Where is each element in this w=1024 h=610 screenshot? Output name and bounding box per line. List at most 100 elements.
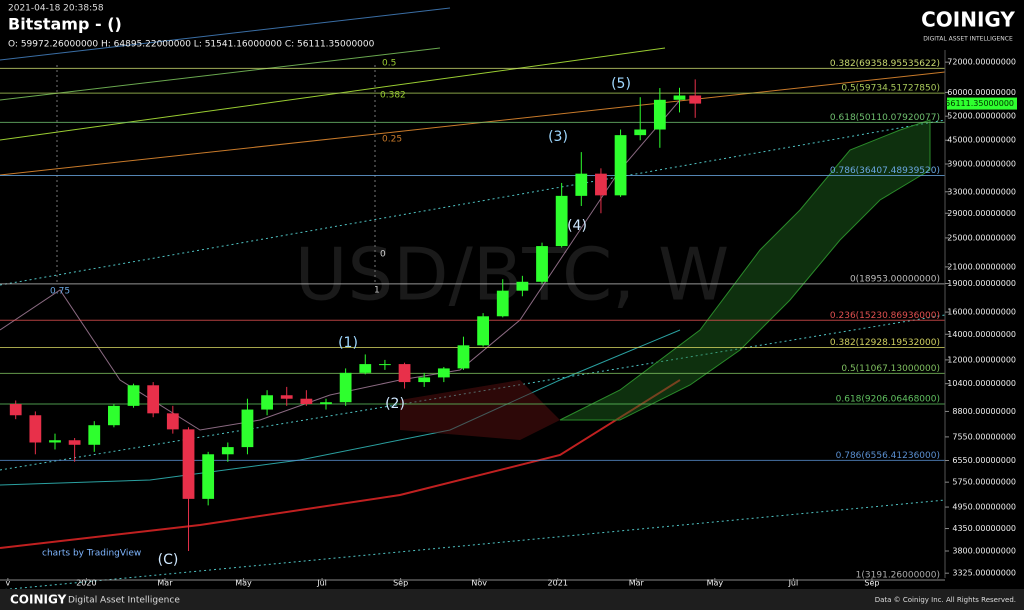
candle-body bbox=[49, 440, 61, 443]
y-tick-label: 5750.00000000 bbox=[952, 478, 1016, 487]
candle-body bbox=[634, 129, 647, 136]
y-tick-label: 21000.00000000 bbox=[947, 262, 1016, 271]
candle-body bbox=[108, 405, 120, 426]
footer bbox=[0, 589, 1024, 610]
trend-line bbox=[0, 47, 441, 101]
x-tick-label: 2020 bbox=[76, 579, 96, 588]
candle-body bbox=[418, 377, 431, 383]
trend-line bbox=[0, 71, 946, 176]
candle-body bbox=[261, 395, 273, 410]
x-tick-label: Nov bbox=[471, 579, 487, 588]
x-tick-label: Jul bbox=[316, 579, 327, 588]
y-tick-label: 6550.00000000 bbox=[952, 456, 1016, 465]
y-tick-label: 33000.00000000 bbox=[947, 187, 1016, 196]
x-tick-label: Jul bbox=[788, 579, 799, 588]
footer-credit: Data © Coinigy Inc. All Rights Reserved. bbox=[875, 596, 1016, 604]
wave-label: (C) bbox=[158, 552, 179, 568]
pitchfork-label: 0.5 bbox=[382, 59, 396, 69]
fib-label: 0.5(11067.13000000) bbox=[841, 364, 940, 374]
candle-body bbox=[182, 429, 195, 499]
cloud bbox=[559, 119, 931, 421]
tradingview-link[interactable]: charts by TradingView bbox=[42, 549, 141, 559]
fib-label: 0.618(50110.07920077) bbox=[830, 113, 940, 123]
trend-line bbox=[0, 47, 666, 141]
y-tick-label: 4350.00000000 bbox=[952, 524, 1016, 533]
candle-body bbox=[68, 440, 81, 445]
drawing-tools bbox=[0, 7, 946, 591]
footer-tagline: Digital Asset Intelligence bbox=[68, 596, 180, 606]
wave-label: (1) bbox=[338, 335, 358, 351]
candle-body bbox=[339, 372, 352, 403]
candle-body bbox=[398, 364, 411, 383]
pitchfork-label: 1 bbox=[374, 286, 380, 296]
candle-body bbox=[280, 395, 293, 399]
indicator-line bbox=[0, 329, 681, 486]
candle-body bbox=[689, 95, 702, 104]
y-tick-label: 10400.00000000 bbox=[947, 379, 1016, 388]
y-tick-label: 52000.00000000 bbox=[947, 112, 1016, 121]
timestamp: 2021-04-18 20:38:58 bbox=[8, 4, 104, 14]
trend-line bbox=[0, 7, 451, 61]
candle-body bbox=[29, 415, 42, 443]
current-price-label: 56111.35000000 bbox=[945, 99, 1014, 108]
y-tick-label: 16000.00000000 bbox=[947, 308, 1016, 317]
x-tick-label: May bbox=[707, 579, 724, 588]
candle-body bbox=[536, 246, 548, 282]
wave-label: (3) bbox=[548, 129, 568, 145]
x-tick-label: v bbox=[5, 579, 10, 588]
price-axis bbox=[945, 50, 1024, 578]
y-tick-label: 29000.00000000 bbox=[947, 209, 1016, 218]
y-tick-label: 7550.00000000 bbox=[952, 432, 1016, 441]
indicator-line bbox=[0, 99, 681, 431]
fib-label: 0.382(12928.19532000) bbox=[830, 338, 940, 348]
candle-body bbox=[127, 385, 140, 406]
axes: 72000.00000000 60000.00000000 52000.000000… bbox=[5, 58, 1017, 588]
candle-body bbox=[202, 454, 215, 499]
y-tick-label: 3800.00000000 bbox=[952, 546, 1016, 555]
logo: COINIGY bbox=[921, 8, 1015, 32]
fib-layer: 0.382(69358.95535622) 0.5(59734.51727850)… bbox=[0, 59, 945, 581]
candle-body bbox=[477, 316, 489, 346]
fib-label: 0.5(59734.51727850) bbox=[841, 84, 940, 94]
y-tick-label: 4950.00000000 bbox=[952, 503, 1016, 512]
candles bbox=[9, 79, 702, 551]
pitchfork-label: 0.382 bbox=[380, 91, 406, 101]
cloud bbox=[400, 380, 560, 440]
fib-label: 0.786(36407.48939520) bbox=[830, 166, 940, 176]
candle-body bbox=[88, 425, 101, 445]
footer-brand: COINIGY bbox=[10, 593, 67, 607]
fib-label: 0.786(6556.41236000) bbox=[836, 451, 940, 461]
candle-body bbox=[320, 402, 332, 405]
chart-title: Bitstamp - () bbox=[8, 15, 122, 34]
candle-body bbox=[221, 447, 234, 455]
candle-body bbox=[166, 413, 179, 430]
candle-body bbox=[241, 409, 254, 448]
candle-body bbox=[653, 99, 666, 130]
y-tick-label: 45000.00000000 bbox=[947, 136, 1016, 145]
candle-body bbox=[147, 385, 160, 414]
candle-body bbox=[300, 398, 313, 405]
fib-label: 1(3191.26000000) bbox=[856, 571, 940, 581]
ohlc-readout: O: 59972.26000000 H: 64895.22000000 L: 5… bbox=[8, 40, 375, 50]
pitchfork-label: 0.25 bbox=[382, 135, 402, 145]
wave-label: (5) bbox=[611, 76, 631, 92]
fib-label: 0.236(15230.86936000) bbox=[830, 311, 940, 321]
x-tick-label: Sep bbox=[393, 579, 408, 588]
logo-tagline: DIGITAL ASSET INTELLIGENCE bbox=[923, 36, 1013, 43]
candle-body bbox=[673, 95, 686, 100]
fib-label: 0.618(9206.06468000) bbox=[836, 394, 940, 404]
y-tick-label: 72000.00000000 bbox=[947, 58, 1016, 67]
y-tick-label: 39000.00000000 bbox=[947, 160, 1016, 169]
pitchfork-label: 0.75 bbox=[50, 287, 70, 297]
candle-body bbox=[437, 368, 450, 378]
y-tick-label: 14000.00000000 bbox=[947, 330, 1016, 339]
indicator-line bbox=[0, 379, 681, 549]
candle-body bbox=[516, 281, 529, 291]
x-tick-label: Sep bbox=[864, 579, 879, 588]
y-tick-label: 3325.00000000 bbox=[952, 569, 1016, 578]
x-tick-label: 2021 bbox=[548, 579, 568, 588]
wave-label: (2) bbox=[385, 396, 405, 412]
y-tick-label: 60000.00000000 bbox=[947, 88, 1016, 97]
